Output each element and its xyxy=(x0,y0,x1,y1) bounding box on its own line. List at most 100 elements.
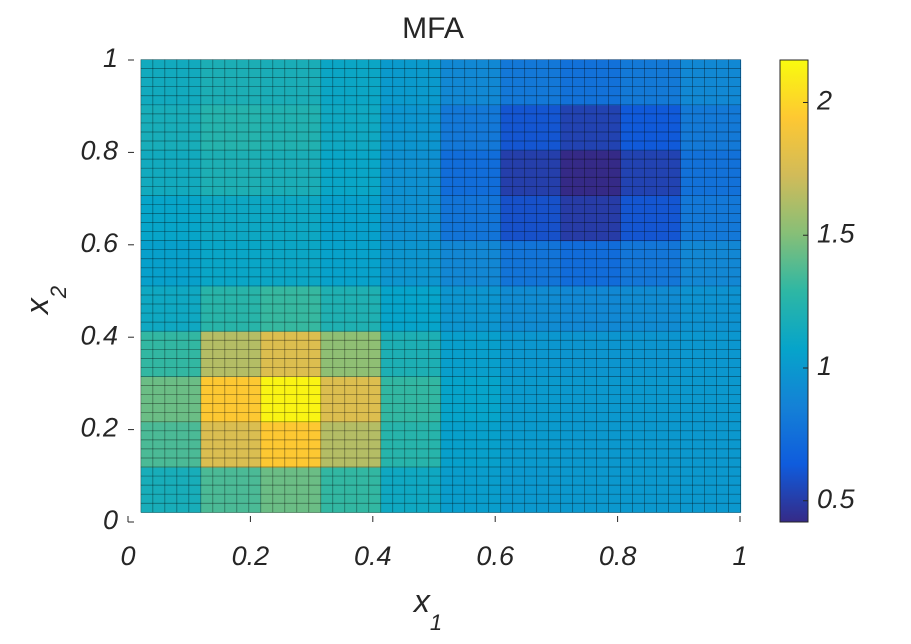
heat-cell xyxy=(560,467,622,513)
heat-cell xyxy=(380,59,442,106)
heat-cell xyxy=(200,59,262,106)
heat-cell xyxy=(200,150,262,196)
y-label-main: x xyxy=(19,297,55,316)
heat-cell xyxy=(200,376,262,423)
heat-cell xyxy=(560,59,622,106)
heat-cell xyxy=(680,467,742,513)
heat-cell xyxy=(260,467,322,513)
heat-cell xyxy=(620,104,682,151)
heat-cell xyxy=(200,285,262,332)
heat-cell xyxy=(620,59,682,106)
heat-cell xyxy=(260,59,322,106)
heat-cell xyxy=(500,376,562,423)
heat-cell xyxy=(440,421,502,468)
mesh xyxy=(140,59,741,513)
heat-cell xyxy=(320,421,382,468)
heat-cell xyxy=(560,331,622,377)
heat-cell xyxy=(560,376,622,423)
heat-cell xyxy=(500,195,562,242)
heat-cell xyxy=(620,376,682,423)
heat-cell xyxy=(560,104,622,151)
y-tick-label: 0.4 xyxy=(80,320,118,350)
heat-cell xyxy=(320,150,382,196)
heat-cell xyxy=(200,467,262,513)
heat-cell xyxy=(680,59,742,106)
heat-cell xyxy=(620,421,682,468)
heat-cell xyxy=(380,195,442,242)
y-label-sub: 2 xyxy=(46,286,71,299)
y-tick-label: 1 xyxy=(103,43,118,73)
heat-cell xyxy=(320,240,382,287)
heat-cell xyxy=(440,59,502,106)
x-tick-label: 0.8 xyxy=(599,541,637,571)
heat-cell xyxy=(140,421,202,468)
x-axis-label: x1 xyxy=(412,583,442,634)
heat-cell xyxy=(380,240,442,287)
heat-cell xyxy=(680,285,742,332)
heat-cell xyxy=(620,150,682,196)
heat-cell xyxy=(560,150,622,196)
heat-cell xyxy=(260,331,322,377)
x-tick-label: 0.4 xyxy=(354,541,392,571)
colorbar-tick-label: 1 xyxy=(817,351,832,381)
colorbar-tick-label: 2 xyxy=(816,86,832,116)
heat-cell xyxy=(140,104,202,151)
heat-cell xyxy=(260,376,322,423)
heat-cell xyxy=(680,195,742,242)
y-tick-label: 0.2 xyxy=(80,413,118,443)
heat-cell xyxy=(680,421,742,468)
x-tick-label: 0.6 xyxy=(476,541,515,571)
heat-cell xyxy=(620,195,682,242)
heat-cell xyxy=(440,104,502,151)
y-tick-label: 0.6 xyxy=(80,228,119,258)
y-tick-label: 0 xyxy=(103,505,118,535)
heat-cell xyxy=(260,240,322,287)
heat-cell xyxy=(620,285,682,332)
heat-cell xyxy=(440,285,502,332)
heat-cell xyxy=(380,331,442,377)
heat-cell xyxy=(620,331,682,377)
heat-cell xyxy=(380,376,442,423)
heat-cell xyxy=(440,195,502,242)
heat-cell xyxy=(200,421,262,468)
heat-cell xyxy=(140,285,202,332)
heat-cell xyxy=(140,331,202,377)
heat-cell xyxy=(320,331,382,377)
heat-cell xyxy=(260,195,322,242)
heat-cell xyxy=(500,59,562,106)
heat-cell xyxy=(440,376,502,423)
heat-cell xyxy=(320,285,382,332)
heat-cell xyxy=(140,150,202,196)
heat-cell xyxy=(680,376,742,423)
heat-cell xyxy=(620,467,682,513)
heat-cell xyxy=(380,467,442,513)
heat-cell xyxy=(500,331,562,377)
heat-cell xyxy=(200,195,262,242)
heat-cell xyxy=(380,285,442,332)
heat-cell xyxy=(320,376,382,423)
colorbar-tick-label: 0.5 xyxy=(817,484,856,514)
heat-cell xyxy=(140,195,202,242)
x-tick-label: 0 xyxy=(120,541,135,571)
heat-cell xyxy=(140,467,202,513)
heat-cell xyxy=(320,467,382,513)
colorbar-tick-label: 1.5 xyxy=(817,218,856,248)
heat-cell xyxy=(560,195,622,242)
heat-cell xyxy=(320,104,382,151)
y-axis-label: x2 xyxy=(19,286,70,316)
heat-cell xyxy=(680,150,742,196)
x-tick-label: 1 xyxy=(732,541,747,571)
heat-cell xyxy=(440,467,502,513)
heat-cell xyxy=(440,240,502,287)
heat-cell xyxy=(200,240,262,287)
y-tick-label: 0.8 xyxy=(80,136,118,166)
heat-cell xyxy=(260,285,322,332)
heat-cell xyxy=(500,150,562,196)
heat-cell xyxy=(440,331,502,377)
heat-cell xyxy=(200,104,262,151)
heat-cell xyxy=(200,331,262,377)
heat-cell xyxy=(620,240,682,287)
x-label-sub: 1 xyxy=(430,610,442,635)
heat-cell xyxy=(680,104,742,151)
